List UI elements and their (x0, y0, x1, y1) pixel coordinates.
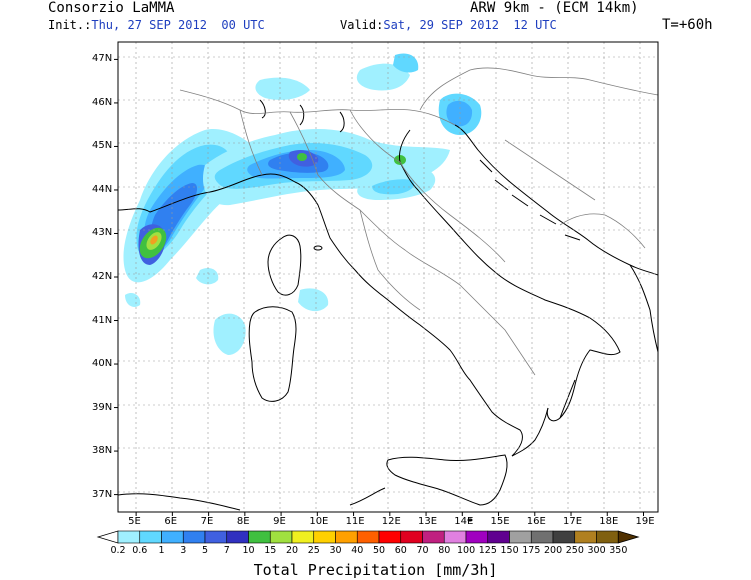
legend-swatch (204, 530, 228, 544)
legend-value: 200 (544, 545, 563, 556)
precipitation-field (123, 53, 482, 355)
legend-swatch (378, 530, 402, 544)
lat-label: 44N (92, 183, 113, 195)
coast-italy-east (399, 129, 621, 422)
legend-swatch (596, 530, 619, 544)
lon-label: 13E (418, 516, 438, 527)
legend-value: 5 (201, 545, 209, 556)
lon-label: 12E (381, 516, 401, 527)
lon-label: 7E (200, 516, 214, 527)
lat-label: 43N (92, 227, 113, 239)
legend-value: 20 (285, 545, 299, 556)
lat-label: 47N (92, 53, 113, 65)
lat-label: 45N (92, 140, 113, 152)
legend-swatch (574, 530, 597, 544)
lon-label: 16E (526, 516, 546, 527)
lon-label: 10E (309, 516, 329, 527)
legend-swatch (182, 530, 206, 544)
legend-swatch (552, 530, 576, 544)
legend-swatch (335, 530, 358, 544)
legend-value: 150 (500, 545, 519, 556)
legend-arrow-left (96, 530, 119, 544)
legend-value: 100 (457, 545, 476, 556)
legend-value: 3 (180, 545, 187, 556)
model-title: ARW 9km - (ECM 14km) (470, 0, 639, 16)
legend-swatch (356, 530, 380, 544)
lat-label: 37N (92, 488, 113, 500)
valid-value: Sat, 29 SEP 2012 12 UTC (383, 18, 557, 32)
legend-value: 0.2 (110, 545, 126, 556)
legend-value: 25 (307, 545, 320, 556)
lat-label: 39N (92, 401, 113, 413)
lon-label: 9E (273, 516, 286, 527)
legend-value: 80 (438, 545, 451, 556)
lon-label: 14E (454, 516, 474, 527)
init-value: Thu, 27 SEP 2012 00 UTC (91, 18, 265, 32)
legend-value: 40 (351, 545, 364, 556)
legend-value: 250 (565, 545, 584, 556)
legend-swatch (422, 530, 445, 544)
legend-value: 175 (522, 545, 541, 556)
legend-swatch (313, 530, 336, 544)
lat-label: 40N (92, 358, 113, 370)
legend-value: 350 (609, 545, 628, 556)
init-line: Init.:Thu, 27 SEP 2012 00 UTC (48, 17, 265, 33)
legend-value: 70 (416, 545, 429, 556)
lon-label: 15E (490, 516, 510, 527)
legend-swatch (161, 530, 184, 544)
coastlines (117, 99, 659, 522)
lat-label: 46N (92, 96, 113, 108)
legend-value: 125 (478, 545, 497, 556)
legend-swatch (443, 530, 467, 544)
legend-swatch (530, 530, 554, 544)
legend-swatch (269, 530, 293, 544)
org-title: Consorzio LaMMA (48, 0, 175, 16)
legend-swatch (487, 530, 510, 544)
legend-value: 60 (394, 545, 407, 556)
coast-sicily (386, 454, 508, 506)
lon-label: 19E (635, 516, 655, 527)
coast-sardinia (248, 306, 297, 402)
lon-label: 17E (563, 516, 583, 527)
grid (118, 42, 658, 512)
lon-label: 6E (164, 516, 178, 527)
legend-swatch (139, 530, 162, 544)
legend-value: 0.6 (132, 545, 148, 556)
lat-label: 42N (92, 271, 113, 282)
legend-value: 1 (158, 545, 165, 556)
legend-value: 7 (223, 545, 230, 556)
legend-swatch (465, 530, 489, 544)
legend-swatch (400, 530, 423, 544)
legend-title: Total Precipitation [mm/3h] (253, 561, 498, 579)
axis-ticks (114, 58, 645, 516)
legend-arrow-right (617, 530, 640, 544)
coast-italy-west (117, 173, 523, 457)
legend-colorbar (96, 530, 640, 544)
valid-line: Valid:Sat, 29 SEP 2012 12 UTC (340, 17, 557, 33)
lon-label: 18E (599, 516, 619, 527)
legend-value: 50 (372, 545, 386, 556)
lon-label: 8E (236, 516, 250, 527)
legend-swatch (248, 530, 271, 544)
legend-swatch (291, 530, 315, 544)
legend-swatch (226, 530, 249, 544)
legend-value: 30 (329, 545, 342, 556)
legend-value: 15 (264, 545, 277, 556)
lon-label: 5E (128, 516, 141, 527)
legend-value: 10 (242, 545, 255, 556)
lat-label: 41N (92, 314, 113, 326)
lat-label: 38N (92, 445, 113, 457)
forecast-step: T=+60h (662, 17, 713, 33)
legend-value: 300 (587, 545, 606, 556)
valid-label: Valid: (340, 18, 384, 32)
legend-swatch (509, 530, 532, 544)
borders (179, 67, 659, 376)
init-label: Init.: (48, 18, 92, 32)
coast-corsica (267, 234, 302, 296)
legend-swatch (117, 530, 141, 544)
lon-label: 11E (345, 516, 365, 527)
